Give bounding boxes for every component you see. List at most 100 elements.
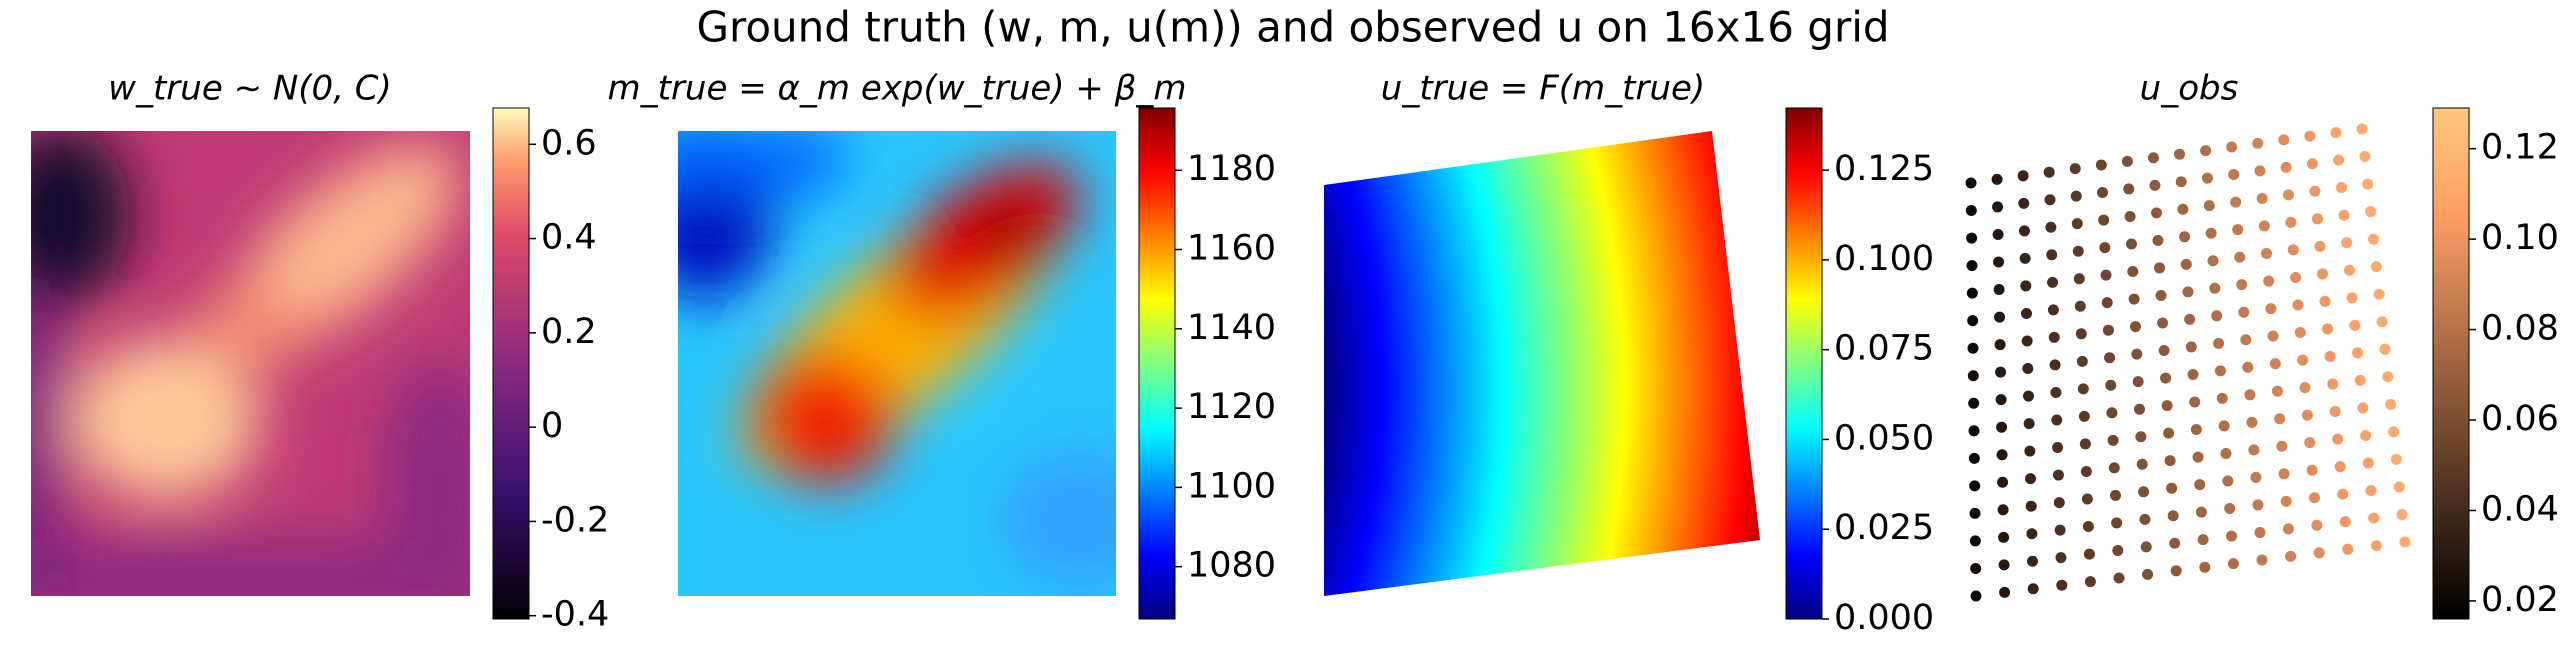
observation-point [2301,409,2313,421]
observation-point [2135,431,2147,443]
observation-point [2101,297,2113,309]
observation-point [2304,437,2316,449]
observation-point [2254,526,2266,538]
observation-point [2311,519,2323,531]
observation-point [2190,424,2202,436]
observation-point [2134,403,2146,415]
colorbar-tick-label: 1100 [1187,466,1276,506]
observation-point [2043,166,2055,178]
observation-point [2097,187,2109,199]
observation-point [1969,507,1981,519]
observation-point [2080,465,2092,477]
observation-point [2109,489,2121,501]
observation-point [2074,300,2086,312]
colorbar-tick-label: 0.10 [2481,218,2559,258]
m-field-image [678,131,1116,596]
colorbar-tick-label: 0.4 [541,218,597,258]
observation-point [2250,471,2262,483]
observation-point [2357,402,2369,414]
observation-point [2047,304,2059,316]
observation-point [2182,286,2194,298]
observation-point [2304,130,2316,142]
observation-point [2027,555,2039,567]
observation-point [2050,386,2062,398]
observation-point [2075,328,2087,340]
observation-point [1970,590,1982,602]
observation-point [2396,508,2408,520]
observation-point [2073,273,2085,285]
colorbar [1138,107,1176,620]
observation-point [1991,173,2003,185]
observation-point [2330,127,2342,139]
observation-point [2222,475,2234,487]
observation-point [2083,548,2095,560]
panel-title: u_true = F(m_true) [1381,69,1705,109]
observation-point [2388,426,2400,438]
observation-point [1996,449,2008,461]
observation-point [2022,363,2034,375]
observation-point [2175,176,2187,188]
observation-point [2297,354,2309,366]
observation-point [2211,310,2223,322]
observation-point [2365,206,2377,218]
observation-point [2306,158,2318,170]
observation-point [2308,492,2320,504]
observation-point [2020,307,2032,319]
observation-point [1995,394,2007,406]
observation-point [2184,313,2196,325]
observation-point [2024,445,2036,457]
observation-point [2192,451,2204,463]
colorbar-tick-label: 0.02 [2481,580,2559,620]
observation-point [2352,347,2364,359]
observation-point [1968,452,1980,464]
observation-point [1966,232,1978,244]
observation-point [1969,480,1981,492]
colorbar-tick-label: 1180 [1187,149,1276,189]
observation-point [2180,258,2192,270]
observation-point [2111,517,2123,529]
observation-point [2362,457,2374,469]
observation-point [2070,190,2082,202]
observation-point [2099,242,2111,254]
colorbar-tick-label: 0 [541,406,563,446]
observation-point [2218,420,2230,432]
observation-point [2319,295,2331,307]
observation-point [2131,348,2143,360]
observation-point [1967,315,1979,327]
observation-point [2282,523,2294,535]
observation-point [2329,406,2341,418]
observation-point [2127,266,2139,278]
observation-point [2276,440,2288,452]
observation-point [2121,155,2133,167]
colorbar-tick-label: 0.12 [2481,128,2559,168]
observation-point [2048,331,2060,343]
observation-point [1996,421,2008,433]
observation-point [2203,200,2215,212]
colorbar-tick-label: 0.075 [1834,329,1934,369]
observation-point [2152,234,2164,246]
observation-point [2334,461,2346,473]
panel-title: w_true ∼ N(0, C) [108,69,392,109]
observation-point [2287,244,2299,256]
colorbar-tick-label: 0.6 [541,123,597,163]
observation-point [2045,221,2057,233]
observation-point [2332,433,2344,445]
observation-points [1965,123,2411,602]
observation-point [2079,438,2091,450]
observation-point [2128,293,2140,305]
observation-point [2177,203,2189,215]
observation-point [2313,547,2325,559]
observation-point [2214,365,2226,377]
observation-point [2365,485,2377,497]
observation-point [2314,240,2326,252]
observation-point [2322,323,2334,335]
observation-point [2150,207,2162,219]
observation-point [2100,269,2112,281]
observation-point [1966,287,1978,299]
observation-point [1994,311,2006,323]
observation-point [2254,165,2266,177]
observation-point [2123,183,2135,195]
observation-point [1967,370,1979,382]
observation-point [2370,540,2382,552]
